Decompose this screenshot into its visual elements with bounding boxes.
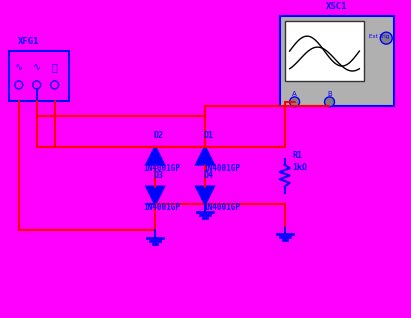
Text: Ext Trig: Ext Trig: [369, 34, 390, 39]
Text: D2: D2: [153, 131, 163, 140]
Circle shape: [325, 97, 335, 107]
Text: 1N4001GP: 1N4001GP: [143, 164, 180, 173]
Text: D1: D1: [203, 131, 213, 140]
Text: R1: R1: [293, 151, 302, 160]
Circle shape: [15, 81, 23, 89]
Text: D4: D4: [203, 170, 213, 180]
Text: XSC1: XSC1: [326, 2, 348, 11]
Text: D3: D3: [153, 170, 163, 180]
Text: ∿: ∿: [32, 62, 41, 72]
Text: 1N4001GP: 1N4001GP: [203, 164, 240, 173]
Text: 1N4001GP: 1N4001GP: [143, 204, 180, 212]
Polygon shape: [196, 187, 214, 204]
Polygon shape: [146, 147, 164, 165]
Circle shape: [380, 32, 392, 44]
Text: 1N4001GP: 1N4001GP: [203, 204, 240, 212]
Text: XFG1: XFG1: [18, 37, 39, 46]
Circle shape: [33, 81, 41, 89]
Text: A: A: [292, 91, 297, 97]
Polygon shape: [146, 187, 164, 204]
Circle shape: [290, 97, 300, 107]
Text: 1kΩ: 1kΩ: [293, 163, 308, 172]
Text: ⎍: ⎍: [52, 62, 58, 72]
Polygon shape: [196, 147, 214, 165]
Circle shape: [51, 81, 59, 89]
Text: B: B: [327, 91, 332, 97]
Text: ∿: ∿: [15, 62, 23, 72]
Bar: [285, 21, 364, 81]
Bar: [9, 51, 69, 101]
Bar: [280, 16, 394, 106]
